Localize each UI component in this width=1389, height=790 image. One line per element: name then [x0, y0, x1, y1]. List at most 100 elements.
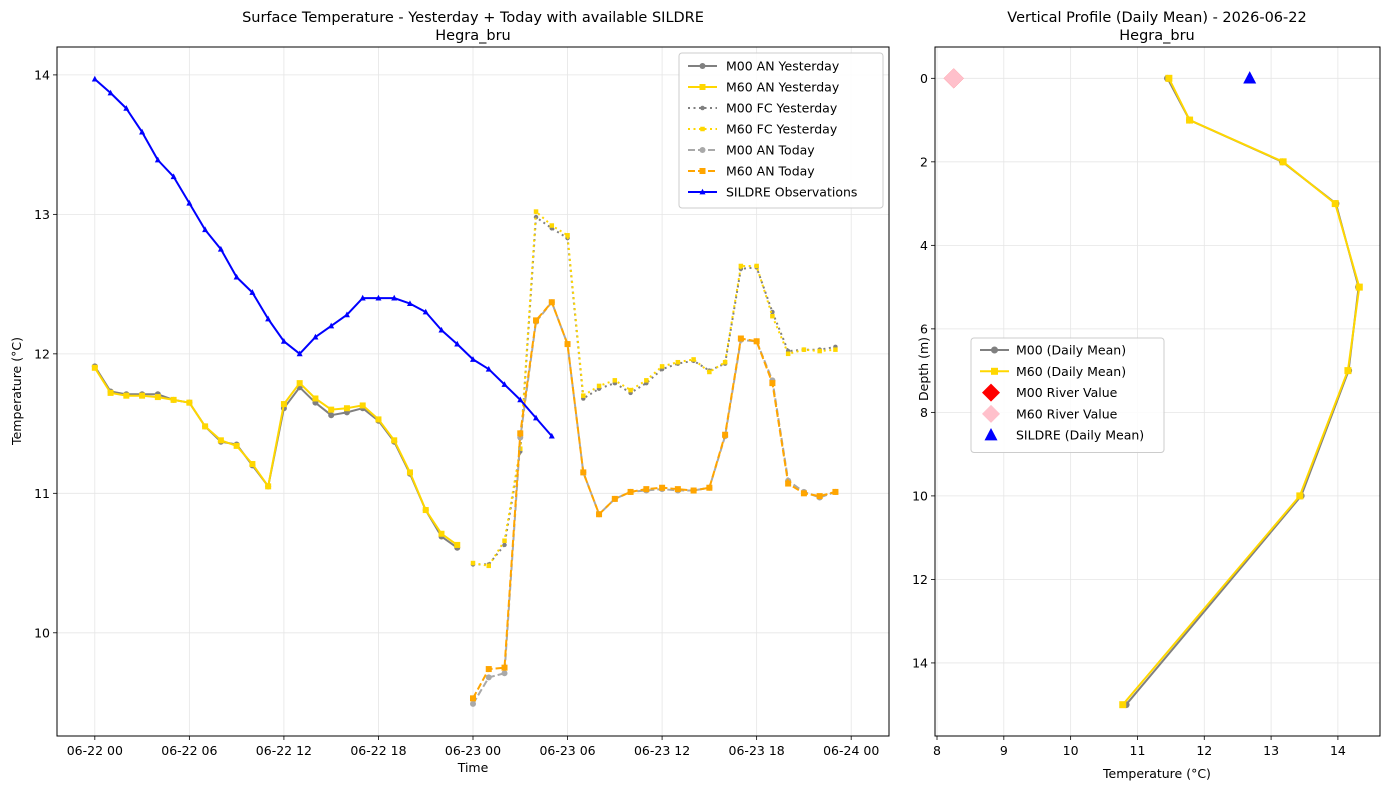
- data-point-m60-an-yesterday: [217, 437, 224, 444]
- series-line-sildre-observations: [94, 78, 553, 437]
- data-point-m60-an-today: [785, 480, 792, 487]
- data-point-m60-an-today: [517, 430, 524, 437]
- legend-swatch-marker: [982, 404, 1000, 423]
- data-point-sildre-observations: [107, 89, 114, 96]
- left-x-tick-label: 06-22 06: [161, 743, 217, 758]
- data-point-m60-an-today: [769, 380, 776, 387]
- series-line-m60-daily-mean: [1122, 77, 1361, 706]
- data-point-sildre-observations: [501, 381, 508, 387]
- right-legend-box: [970, 337, 1165, 453]
- data-point-sildre-observations: [422, 308, 429, 315]
- left-y-tick-label: 11: [34, 486, 50, 501]
- data-point-m60-fc-yesterday: [565, 233, 570, 238]
- data-point-m60-fc-yesterday: [754, 263, 759, 269]
- right-y-tick-label: 14: [912, 655, 928, 670]
- right-chart-title: Vertical Profile (Daily Mean) - 2026-06-…: [1007, 10, 1306, 26]
- data-point-m60-an-today: [722, 431, 729, 438]
- legend-label: M60 AN Yesterday: [726, 80, 840, 95]
- right-plot-frame: [934, 46, 1381, 737]
- data-point-m60-fc-yesterday: [659, 364, 665, 369]
- data-point-m60-an-yesterday: [406, 469, 413, 476]
- data-point-sildre-observations: [406, 300, 413, 307]
- legend-swatch-marker: [699, 188, 706, 195]
- series-line-m60-fc-yesterday: [472, 210, 836, 567]
- data-point-m60-an-today: [659, 484, 666, 491]
- vertical-profile-chart: Vertical Profile (Daily Mean) - 2026-06-…: [912, 10, 1381, 781]
- series-m00-an-yesterday: [91, 363, 461, 551]
- left-y-tick-label: 14: [34, 67, 50, 82]
- point-m60-river-value: [943, 68, 964, 89]
- data-point-sildre-observations: [470, 356, 476, 362]
- right-x-tick-label: 10: [1063, 743, 1079, 758]
- data-point-sildre-observations: [485, 365, 492, 372]
- data-point-m60-an-yesterday: [170, 396, 177, 403]
- data-point-m60-an-yesterday: [233, 442, 240, 449]
- data-point-m60-an-today: [611, 495, 618, 502]
- data-point-m60-fc-yesterday: [691, 357, 696, 362]
- data-point-m60-fc-yesterday: [738, 263, 744, 269]
- data-point-m60-daily-mean: [1344, 367, 1352, 375]
- data-point-m60-fc-yesterday: [486, 563, 492, 569]
- data-point-m00-an-today: [501, 670, 508, 677]
- data-point-m60-fc-yesterday: [470, 560, 476, 566]
- left-y-tick-label: 13: [34, 207, 50, 222]
- data-point-m60-an-yesterday: [139, 392, 146, 399]
- right-y-tick-label: 2: [920, 154, 928, 169]
- data-point-sildre-observations: [312, 333, 319, 340]
- data-point-m00-an-today: [470, 700, 476, 707]
- series-m60-daily-mean: [1119, 74, 1363, 709]
- right-chart-subtitle: Hegra_bru: [1119, 28, 1194, 44]
- data-point-sildre-observations: [375, 294, 382, 301]
- left-x-tick-label: 06-23 00: [445, 743, 501, 758]
- left-x-tick-label: 06-22 00: [67, 743, 123, 758]
- data-point-m60-an-yesterday: [91, 364, 98, 371]
- legend-swatch-marker: [991, 367, 998, 375]
- left-x-tick-label: 06-22 12: [256, 743, 312, 758]
- legend-label: M00 AN Today: [726, 143, 815, 158]
- data-point-m60-an-today: [485, 666, 492, 673]
- data-point-m60-fc-yesterday: [833, 347, 838, 352]
- data-point-m60-an-yesterday: [296, 380, 303, 387]
- right-y-tick-label: 4: [920, 238, 928, 253]
- right-y-tick-label: 8: [920, 405, 928, 420]
- data-point-m60-daily-mean: [1331, 200, 1339, 208]
- data-point-m60-fc-yesterday: [675, 359, 681, 365]
- right-axes: 8 9 10 11 12 13 14 0 2 4 6 8 10 12 14: [912, 71, 1346, 758]
- data-point-m60-an-today: [470, 695, 476, 702]
- data-point-m60-fc-yesterday: [644, 378, 649, 383]
- legend-swatch-marker: [982, 383, 1000, 402]
- series-line-m00-an-today: [472, 301, 836, 705]
- right-x-tick-label: 9: [1000, 743, 1008, 758]
- data-point-sildre-observations: [170, 173, 177, 180]
- data-point-sildre-observations: [139, 128, 146, 135]
- data-point-sildre-observations: [517, 396, 524, 403]
- legend-swatch-marker: [699, 168, 706, 174]
- data-point-sildre-observations: [186, 199, 193, 206]
- left-y-tick-label: 12: [34, 346, 50, 361]
- data-point-sildre-observations: [391, 294, 398, 301]
- data-point-m60-an-yesterday: [280, 401, 287, 408]
- data-point-m60-an-today: [706, 484, 713, 491]
- data-point-sildre-observations: [359, 294, 366, 301]
- data-point-m00-an-yesterday: [328, 412, 335, 419]
- data-point-m60-daily-mean: [1279, 158, 1287, 166]
- legend-label: M00 (Daily Mean): [1016, 343, 1126, 358]
- data-point-m60-an-yesterday: [359, 402, 366, 409]
- data-point-m60-an-today: [674, 486, 681, 493]
- right-x-tick-label: 14: [1330, 743, 1346, 758]
- series-m60-fc-yesterday: [470, 209, 838, 569]
- data-point-sildre-observations: [265, 315, 272, 322]
- data-point-sildre-observations: [123, 105, 130, 111]
- data-point-m60-an-yesterday: [454, 541, 461, 548]
- right-series-layer: [943, 68, 1363, 709]
- point-sildre-daily-mean: [1243, 71, 1257, 84]
- series-m60-an-today: [470, 299, 839, 702]
- data-point-m60-an-yesterday: [391, 437, 398, 444]
- data-point-sildre-observations: [249, 289, 256, 295]
- legend-swatch-marker: [699, 84, 706, 90]
- left-y-axis-label: Temperature (°C): [9, 337, 24, 446]
- data-point-m60-an-today: [548, 299, 555, 306]
- legend-label: SILDRE Observations: [726, 185, 857, 200]
- left-legend-box: [678, 52, 884, 209]
- data-point-m60-an-yesterday: [328, 406, 335, 413]
